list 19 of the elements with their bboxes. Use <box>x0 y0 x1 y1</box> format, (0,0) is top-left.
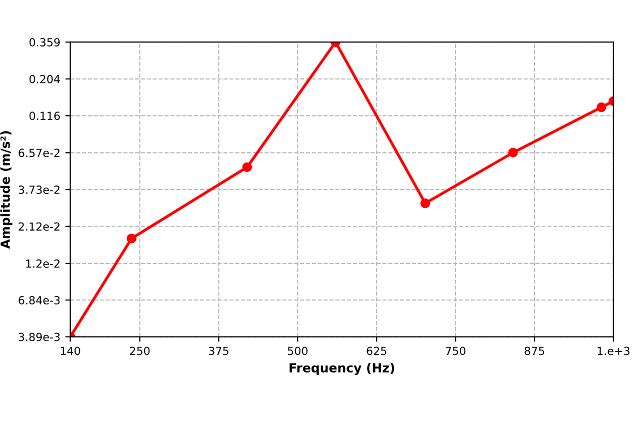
x-tick-label: 140 <box>60 346 80 356</box>
x-tick-label: 500 <box>288 346 308 356</box>
x-axis-title: Frequency (Hz) <box>290 362 394 376</box>
y-tick-label: 6.84e-3 <box>18 296 60 304</box>
x-tick-label: 625 <box>366 346 386 356</box>
y-tick-label: 0.204 <box>29 74 60 84</box>
y-tick-label: 3.89e-3 <box>18 332 60 342</box>
x-tick-label: 1.e+3 <box>598 346 630 356</box>
y-axis-title: Amplitude (m/s²) <box>0 131 12 249</box>
y-tick-label: 2.12e-2 <box>18 222 60 231</box>
y-tick-label: 6.57e-2 <box>18 148 60 158</box>
x-tick-label: 875 <box>524 346 544 356</box>
x-tick-label: 750 <box>446 346 466 356</box>
y-tick-label: 3.73e-2 <box>18 186 60 194</box>
x-tick-label: 250 <box>130 346 150 356</box>
y-tick-label: 1.2e-2 <box>26 259 60 268</box>
y-tick-label: 0.116 <box>29 112 60 120</box>
x-tick-label: 375 <box>208 346 228 356</box>
y-tick-label: 0.359 <box>29 38 60 46</box>
